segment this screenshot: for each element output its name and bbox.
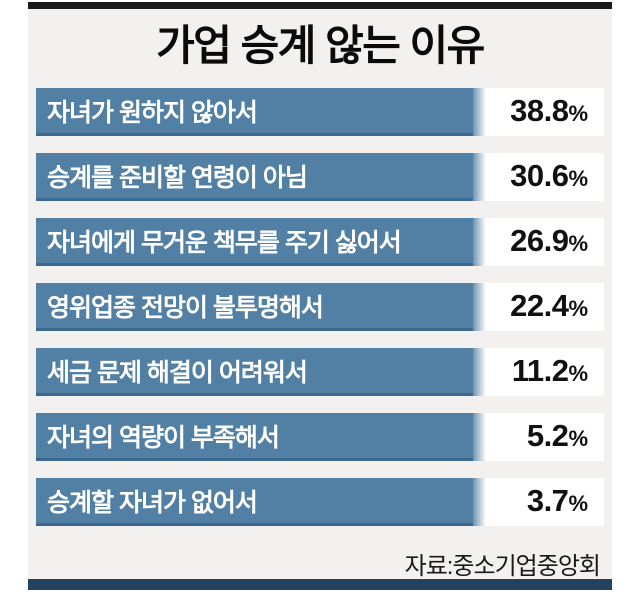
bar-label: 승계할 자녀가 없어서 [47, 488, 258, 517]
bar: 세금 문제 해결이 어려워서 [36, 348, 473, 396]
bar-row: 자녀가 원하지 않아서 38.8% [36, 88, 604, 136]
percent-sign: % [568, 361, 588, 386]
bar-row: 영위업종 전망이 불투명해서 22.4% [36, 283, 604, 331]
bar-row: 승계할 자녀가 없어서 3.7% [36, 478, 604, 526]
bar: 승계할 자녀가 없어서 [36, 478, 473, 526]
bar-row: 자녀에게 무거운 책무를 주기 싫어서 26.9% [36, 218, 604, 266]
value-number: 26.9 [510, 223, 569, 258]
source-credit: 자료:중소기업중앙회 [404, 553, 601, 580]
value-number: 3.7 [526, 483, 569, 518]
bar-label: 세금 문제 해결이 어려워서 [47, 358, 308, 387]
percent-sign: % [568, 491, 588, 516]
value-number: 30.6 [510, 158, 569, 193]
bar: 자녀에게 무거운 책무를 주기 싫어서 [36, 218, 473, 266]
bar-rows: 자녀가 원하지 않아서 38.8% 승계를 준비할 연령이 아님 30.6% 자… [36, 88, 604, 543]
value-number: 5.2 [526, 418, 569, 453]
bar: 영위업종 전망이 불투명해서 [36, 283, 473, 331]
value-box: 3.7% [473, 478, 604, 526]
value-number: 22.4 [510, 288, 569, 323]
value-box: 30.6% [473, 153, 604, 201]
value-box: 22.4% [473, 283, 604, 331]
value-number: 38.8 [510, 93, 569, 128]
bar-label: 자녀의 역량이 부족해서 [47, 423, 280, 452]
top-rule [28, 2, 612, 9]
value-number: 11.2 [511, 353, 569, 388]
bar-label: 자녀에게 무거운 책무를 주기 싫어서 [47, 228, 402, 257]
bar-row: 세금 문제 해결이 어려워서 11.2% [36, 348, 604, 396]
bar: 승계를 준비할 연령이 아님 [36, 153, 473, 201]
bar-label: 자녀가 원하지 않아서 [47, 98, 258, 127]
percent-sign: % [568, 231, 588, 256]
percent-sign: % [568, 101, 588, 126]
percent-sign: % [568, 296, 588, 321]
bar-label: 영위업종 전망이 불투명해서 [47, 293, 324, 322]
value-box: 11.2% [473, 348, 604, 396]
bar-row: 승계를 준비할 연령이 아님 30.6% [36, 153, 604, 201]
value-box: 38.8% [473, 88, 604, 136]
bar-row: 자녀의 역량이 부족해서 5.2% [36, 413, 604, 461]
value-box: 26.9% [473, 218, 604, 266]
percent-sign: % [568, 166, 588, 191]
bottom-rule [28, 579, 612, 590]
percent-sign: % [568, 426, 588, 451]
value-box: 5.2% [473, 413, 604, 461]
bar-label: 승계를 준비할 연령이 아님 [47, 163, 308, 192]
chart-panel: 가업 승계 않는 이유 자녀가 원하지 않아서 38.8% 승계를 준비할 연령… [28, 9, 612, 580]
bar: 자녀가 원하지 않아서 [36, 88, 473, 136]
chart-title: 가업 승계 않는 이유 [156, 22, 485, 69]
bar: 자녀의 역량이 부족해서 [36, 413, 473, 461]
